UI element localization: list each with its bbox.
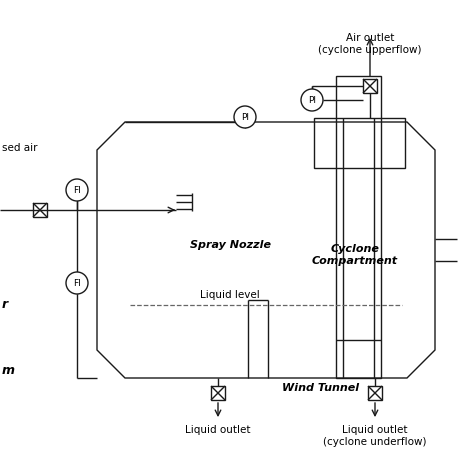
Text: m: m [2, 364, 15, 376]
Text: sed air: sed air [2, 143, 37, 153]
Text: Air outlet
(cyclone upperflow): Air outlet (cyclone upperflow) [318, 33, 422, 55]
Bar [33, 203, 47, 217]
Circle shape [234, 106, 256, 128]
Text: PI: PI [241, 112, 249, 121]
Bar [211, 386, 225, 400]
Text: PI: PI [308, 95, 316, 104]
Circle shape [66, 179, 88, 201]
Text: Liquid level: Liquid level [200, 290, 260, 300]
Text: Wind Tunnel: Wind Tunnel [282, 383, 359, 393]
Text: r: r [2, 299, 8, 311]
Bar [368, 386, 382, 400]
Text: FI: FI [73, 279, 81, 288]
Text: FI: FI [73, 185, 81, 194]
Bar [314, 118, 405, 168]
Bar [363, 79, 377, 93]
Text: Liquid outlet
(cyclone underflow): Liquid outlet (cyclone underflow) [323, 425, 427, 447]
Circle shape [66, 272, 88, 294]
Text: Spray Nozzle: Spray Nozzle [190, 240, 271, 250]
Circle shape [301, 89, 323, 111]
Text: Cyclone
Compartment: Cyclone Compartment [312, 244, 398, 266]
Text: Liquid outlet: Liquid outlet [185, 425, 251, 435]
Bar [336, 76, 381, 378]
